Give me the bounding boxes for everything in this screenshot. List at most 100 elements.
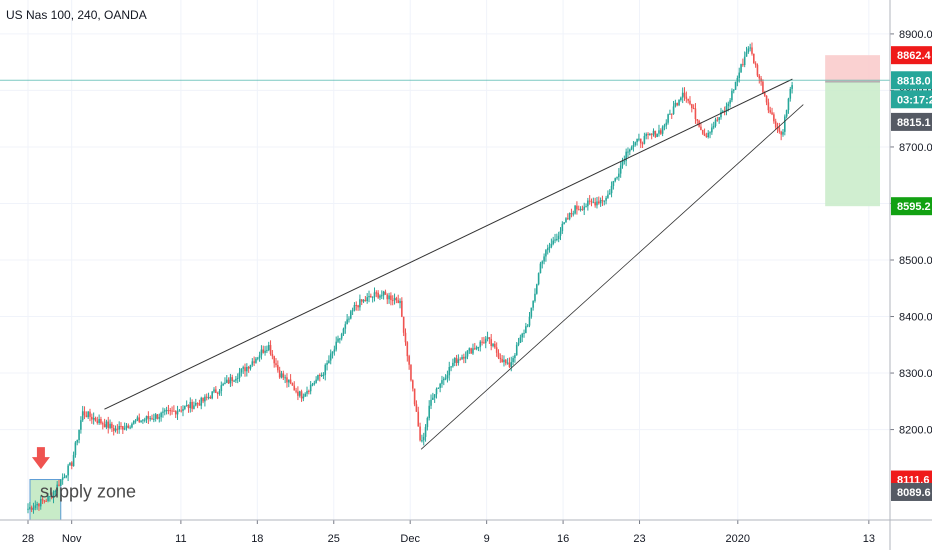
- candle: [514, 353, 516, 363]
- candle: [756, 63, 759, 78]
- candle: [700, 122, 702, 131]
- candle: [599, 197, 602, 207]
- candle-body: [123, 428, 126, 430]
- candle-body: [255, 358, 257, 363]
- candle-body: [610, 185, 613, 194]
- candle-body: [512, 358, 514, 363]
- take-profit-zone[interactable]: [825, 81, 880, 207]
- candle-body: [297, 391, 299, 396]
- candle-body: [196, 403, 199, 405]
- candle-body: [785, 110, 788, 117]
- candle-body: [308, 390, 310, 392]
- candle-body: [202, 397, 204, 402]
- candle-body: [368, 296, 370, 298]
- candle-body: [691, 104, 693, 109]
- candle: [379, 294, 381, 301]
- candle: [452, 358, 454, 368]
- trendlines[interactable]: [0, 78, 890, 450]
- candle-body: [49, 496, 51, 498]
- candle-body: [377, 292, 379, 298]
- candle: [607, 190, 609, 199]
- candle: [339, 337, 341, 344]
- candle-body: [444, 378, 447, 380]
- candle: [397, 294, 399, 304]
- position-zones[interactable]: [29, 55, 880, 521]
- candle-body: [260, 349, 263, 356]
- candle: [473, 342, 476, 350]
- candle-body: [262, 349, 265, 353]
- candle-body: [411, 380, 414, 389]
- candle: [47, 493, 49, 503]
- candle-body: [340, 334, 343, 339]
- candle: [304, 392, 306, 397]
- candle-body: [81, 411, 84, 421]
- candle-body: [608, 193, 611, 195]
- lower-trendline[interactable]: [420, 104, 804, 450]
- candle-body: [406, 342, 409, 357]
- candle-body: [421, 440, 423, 442]
- stop-loss-zone[interactable]: [825, 55, 880, 82]
- candle-body: [353, 305, 356, 311]
- candle: [298, 390, 301, 398]
- candle-body: [433, 394, 436, 398]
- candle: [125, 422, 128, 431]
- candle: [526, 324, 529, 328]
- last-price-badge: 8818.0: [897, 75, 931, 87]
- candle: [771, 107, 773, 116]
- candle-body: [151, 418, 153, 420]
- candle: [656, 133, 658, 138]
- candle-body: [386, 294, 389, 300]
- candle: [391, 295, 394, 306]
- candle: [45, 498, 48, 502]
- candle-body: [244, 367, 246, 372]
- candle-body: [326, 362, 328, 365]
- upper-trendline[interactable]: [104, 78, 793, 410]
- candle: [663, 123, 666, 131]
- candle: [399, 298, 401, 309]
- candle: [619, 162, 622, 178]
- candle: [169, 407, 172, 416]
- candle: [242, 365, 244, 374]
- candle-body: [370, 296, 372, 298]
- candle-body: [523, 332, 525, 334]
- candle: [670, 113, 673, 119]
- candle: [504, 359, 507, 366]
- candle: [583, 202, 586, 216]
- candle-body: [138, 417, 141, 422]
- candle: [171, 406, 173, 415]
- candle-body: [557, 235, 560, 240]
- candle-body: [466, 350, 469, 357]
- candle-body: [401, 300, 403, 317]
- candle: [444, 374, 447, 381]
- candle-body: [280, 373, 283, 378]
- candle-body: [607, 194, 609, 198]
- candle-body: [76, 440, 79, 443]
- candle-body: [674, 102, 677, 107]
- candle: [649, 132, 651, 136]
- candle: [317, 374, 319, 381]
- candle: [218, 389, 221, 396]
- candle: [286, 373, 288, 388]
- candle-body: [468, 348, 471, 351]
- candle: [678, 99, 680, 107]
- candle: [495, 342, 498, 357]
- candle-body: [107, 421, 110, 428]
- candle: [782, 129, 784, 137]
- candle: [395, 296, 398, 304]
- candle: [297, 386, 299, 401]
- candle: [149, 415, 151, 422]
- candle: [98, 414, 100, 425]
- candle-body: [782, 131, 784, 135]
- candle-body: [173, 410, 175, 412]
- time-axis[interactable]: 28Nov111825Dec916232020132: [0, 519, 932, 545]
- candle-body: [437, 387, 440, 389]
- candle: [676, 102, 679, 107]
- candle: [457, 354, 460, 366]
- candle: [539, 261, 542, 274]
- candle: [32, 502, 35, 514]
- candle: [701, 129, 704, 135]
- candle-body: [167, 410, 170, 412]
- candle: [342, 327, 345, 336]
- x-tick-label: 18: [251, 533, 263, 545]
